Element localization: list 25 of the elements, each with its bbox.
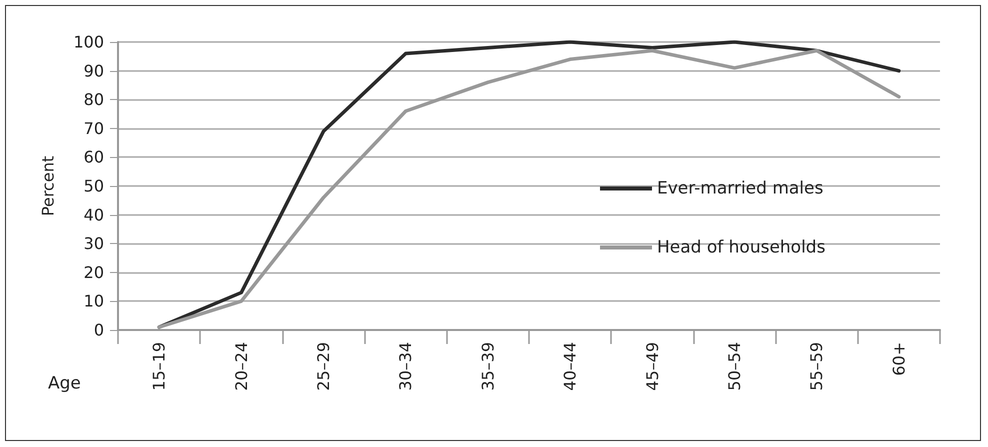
x-tick-label: 45–49 xyxy=(642,342,662,391)
y-tick-label: 30 xyxy=(84,234,104,254)
y-tick-label: 40 xyxy=(84,205,104,224)
x-tick-label: 40–44 xyxy=(560,342,580,391)
x-tick-label: 50–54 xyxy=(725,342,744,391)
y-tick-label: 60 xyxy=(84,148,104,167)
x-tick-label: 30–34 xyxy=(396,342,416,391)
x-tick-label: 20–24 xyxy=(232,342,251,391)
y-tick-label: 50 xyxy=(84,176,104,196)
x-tick-label: 15–19 xyxy=(150,342,169,391)
y-tick-label: 90 xyxy=(84,61,104,80)
y-tick-label: 0 xyxy=(94,320,104,340)
x-tick-label: 55–59 xyxy=(807,342,826,391)
legend-label: Ever-married males xyxy=(657,178,824,198)
y-tick-label: 80 xyxy=(84,90,104,110)
x-tick-label: 25–29 xyxy=(314,342,333,391)
y-tick-label: 10 xyxy=(84,292,104,311)
y-tick-label: 20 xyxy=(84,262,104,282)
x-tick-label: 35–39 xyxy=(478,342,498,391)
legend-label: Head of households xyxy=(657,238,826,258)
x-axis-title: Age xyxy=(48,374,81,394)
y-axis-title: Percent xyxy=(38,156,58,216)
x-tick-label: 60+ xyxy=(889,342,908,376)
y-tick-label: 100 xyxy=(73,32,104,52)
y-tick-label: 70 xyxy=(84,118,104,138)
